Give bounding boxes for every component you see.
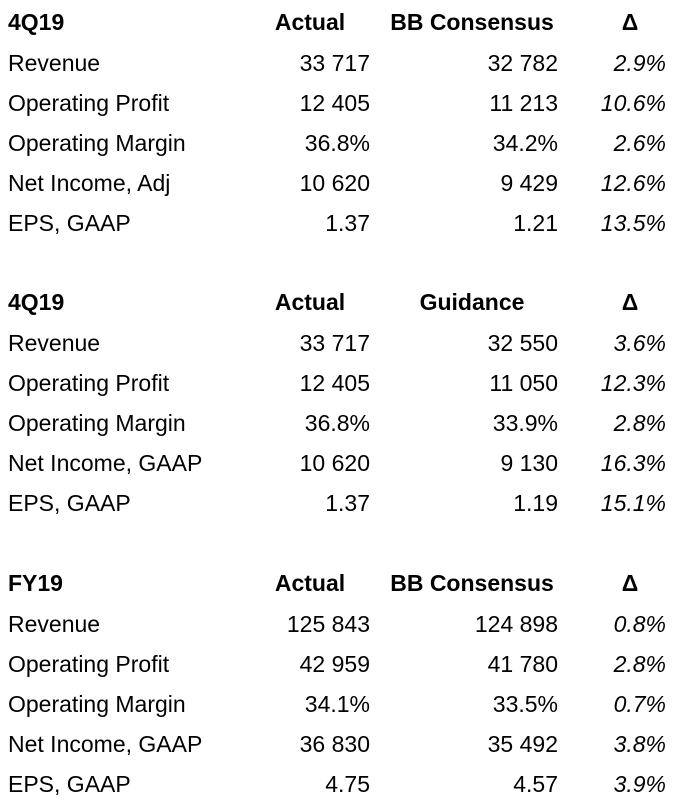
- value-cell: 9 130: [500, 450, 558, 476]
- value-cell: 10.6%: [600, 90, 666, 116]
- value-cell: 9 429: [500, 170, 558, 196]
- value-cell: 2.8%: [613, 410, 666, 436]
- value-cell: 41 780: [487, 651, 558, 677]
- value-cell: 32 782: [487, 50, 558, 76]
- value-cell: 36.8%: [304, 410, 370, 436]
- row-label: Net Income, GAAP: [8, 450, 203, 476]
- value-cell: 124 898: [474, 611, 558, 637]
- row-label: EPS, GAAP: [8, 771, 131, 797]
- value-cell: 34.1%: [304, 691, 370, 717]
- row-label: EPS, GAAP: [8, 210, 131, 236]
- value-cell: 34.2%: [492, 130, 558, 156]
- header-cell: FY19: [8, 570, 63, 596]
- value-cell: 16.3%: [600, 450, 666, 476]
- value-cell: 11 050: [489, 370, 558, 396]
- value-cell: 36.8%: [304, 130, 370, 156]
- value-cell: 42 959: [299, 651, 370, 677]
- row-label: Operating Margin: [8, 410, 186, 436]
- row-label: EPS, GAAP: [8, 490, 131, 516]
- value-cell: 12 405: [299, 370, 370, 396]
- value-cell: 2.6%: [613, 130, 666, 156]
- value-cell: 1.19: [513, 490, 558, 516]
- value-cell: 15.1%: [600, 490, 666, 516]
- value-cell: 2.8%: [613, 651, 666, 677]
- value-cell: 11 213: [489, 90, 558, 116]
- row-label: Operating Margin: [8, 130, 186, 156]
- value-cell: 13.5%: [600, 210, 666, 236]
- value-cell: 33 717: [299, 330, 370, 356]
- row-label: Operating Profit: [8, 370, 170, 396]
- row-label: Revenue: [8, 611, 101, 637]
- header-cell: Δ: [621, 9, 639, 35]
- value-cell: 32 550: [487, 330, 558, 356]
- row-label: Operating Margin: [8, 691, 186, 717]
- header-cell: BB Consensus: [390, 570, 554, 596]
- value-cell: 3.6%: [613, 330, 666, 356]
- header-cell: 4Q19: [8, 289, 65, 315]
- row-label: Net Income, GAAP: [8, 731, 203, 757]
- value-cell: 4.57: [513, 771, 558, 797]
- value-cell: 12.3%: [600, 370, 666, 396]
- value-cell: 1.37: [325, 210, 370, 236]
- header-cell: Guidance: [419, 289, 525, 315]
- row-label: Operating Profit: [8, 651, 170, 677]
- value-cell: 125 843: [286, 611, 370, 637]
- value-cell: 4.75: [325, 771, 370, 797]
- value-cell: 10 620: [299, 170, 370, 196]
- value-cell: 0.7%: [613, 691, 666, 717]
- header-cell: Actual: [274, 289, 346, 315]
- header-cell: Δ: [621, 570, 639, 596]
- value-cell: 35 492: [487, 731, 558, 757]
- value-cell: 10 620: [299, 450, 370, 476]
- value-cell: 36 830: [299, 731, 370, 757]
- row-label: Net Income, Adj: [8, 170, 171, 196]
- value-cell: 0.8%: [613, 611, 666, 637]
- value-cell: 2.9%: [613, 50, 666, 76]
- row-label: Revenue: [8, 50, 101, 76]
- value-cell: 12.6%: [600, 170, 666, 196]
- value-cell: 3.8%: [613, 731, 666, 757]
- value-cell: 1.21: [513, 210, 558, 236]
- value-cell: 33.9%: [492, 410, 558, 436]
- header-cell: Actual: [274, 9, 346, 35]
- value-cell: 33.5%: [492, 691, 558, 717]
- row-label: Operating Profit: [8, 90, 170, 116]
- value-cell: 3.9%: [613, 771, 666, 797]
- header-cell: 4Q19: [8, 9, 65, 35]
- header-cell: Actual: [274, 570, 346, 596]
- value-cell: 1.37: [325, 490, 370, 516]
- value-cell: 12 405: [299, 90, 370, 116]
- header-cell: Δ: [621, 289, 639, 315]
- value-cell: 33 717: [299, 50, 370, 76]
- header-cell: BB Consensus: [390, 9, 554, 35]
- row-label: Revenue: [8, 330, 101, 356]
